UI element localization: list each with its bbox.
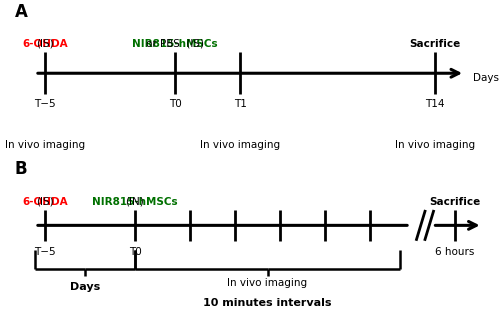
Text: Days: Days bbox=[472, 73, 498, 83]
Text: NIR815-hMSCs: NIR815-hMSCs bbox=[92, 197, 178, 207]
Text: In vivo imaging: In vivo imaging bbox=[200, 140, 280, 150]
Text: 6-OHDA: 6-OHDA bbox=[22, 197, 68, 207]
Text: (IS): (IS) bbox=[36, 183, 54, 207]
Text: NIR815-hMSCs: NIR815-hMSCs bbox=[132, 39, 218, 49]
Text: 6-OHDA: 6-OHDA bbox=[22, 39, 68, 49]
Text: In vivo imaging: In vivo imaging bbox=[5, 140, 85, 150]
Text: B: B bbox=[15, 160, 28, 178]
Text: Sacrifice: Sacrifice bbox=[410, 39, 461, 49]
Text: In vivo imaging: In vivo imaging bbox=[395, 140, 475, 150]
Text: Sacrifice: Sacrifice bbox=[430, 197, 480, 207]
Text: (IN): (IN) bbox=[126, 183, 144, 207]
Text: T14: T14 bbox=[425, 99, 445, 109]
Text: 6 hours: 6 hours bbox=[436, 247, 474, 257]
Text: A: A bbox=[15, 3, 28, 21]
Text: or PBS  (IS): or PBS (IS) bbox=[146, 26, 204, 49]
Text: T0: T0 bbox=[128, 247, 141, 257]
Text: T1: T1 bbox=[234, 99, 246, 109]
Text: 10 minutes intervals: 10 minutes intervals bbox=[203, 298, 332, 308]
Text: Days: Days bbox=[70, 282, 100, 292]
Text: T0: T0 bbox=[168, 99, 181, 109]
Text: (IS): (IS) bbox=[36, 26, 54, 49]
Text: T−5: T−5 bbox=[34, 99, 56, 109]
Text: T−5: T−5 bbox=[34, 247, 56, 257]
Text: In vivo imaging: In vivo imaging bbox=[228, 278, 308, 288]
